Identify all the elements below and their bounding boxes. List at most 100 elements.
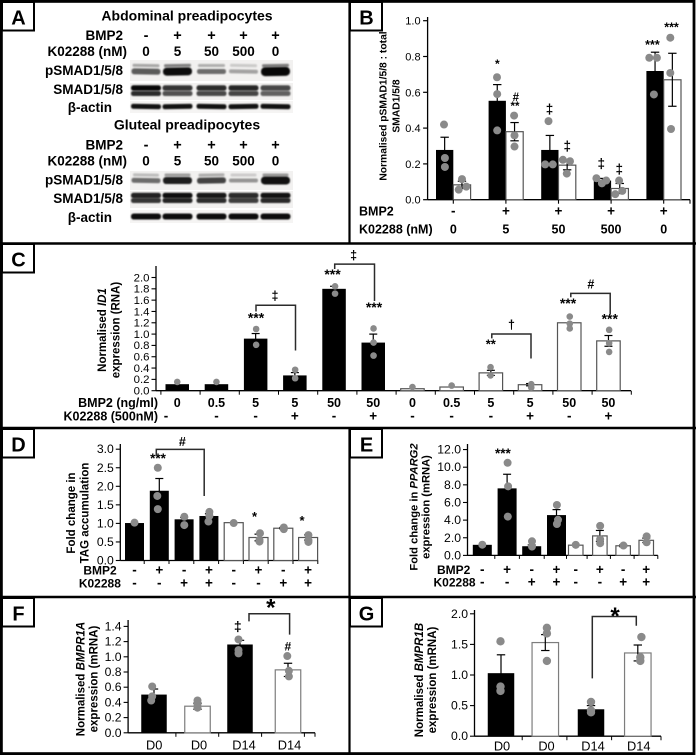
svg-text:C: C bbox=[11, 250, 25, 272]
svg-text:***: *** bbox=[324, 266, 341, 282]
svg-text:5: 5 bbox=[527, 396, 534, 410]
svg-text:50: 50 bbox=[366, 396, 380, 410]
svg-text:50: 50 bbox=[552, 223, 566, 237]
svg-text:‡: ‡ bbox=[234, 618, 242, 634]
svg-text:+: + bbox=[642, 575, 650, 590]
svg-text:-: - bbox=[489, 409, 494, 424]
svg-text:1.2: 1.2 bbox=[105, 635, 122, 649]
svg-text:0.2: 0.2 bbox=[105, 711, 122, 725]
svg-text:***: *** bbox=[645, 38, 660, 52]
svg-text:-: - bbox=[164, 409, 169, 424]
svg-text:***: *** bbox=[248, 310, 265, 326]
svg-text:D14: D14 bbox=[278, 738, 301, 753]
svg-text:0.4: 0.4 bbox=[134, 363, 150, 375]
svg-text:+: + bbox=[207, 28, 215, 44]
svg-text:1.0: 1.0 bbox=[97, 516, 114, 530]
svg-text:0.8: 0.8 bbox=[105, 665, 122, 679]
svg-text:0.0: 0.0 bbox=[444, 548, 461, 562]
svg-text:***: *** bbox=[150, 451, 167, 466]
svg-text:*: * bbox=[299, 513, 305, 528]
svg-text:**: ** bbox=[486, 337, 497, 352]
svg-text:*: * bbox=[495, 57, 500, 71]
svg-text:+: + bbox=[553, 575, 561, 590]
svg-text:-: - bbox=[231, 563, 236, 578]
svg-text:5: 5 bbox=[487, 396, 494, 410]
svg-text:6.0: 6.0 bbox=[444, 495, 461, 509]
svg-text:50: 50 bbox=[601, 396, 615, 410]
svg-text:+: + bbox=[304, 576, 312, 591]
svg-text:D0: D0 bbox=[146, 738, 162, 753]
svg-text:+: + bbox=[173, 28, 181, 44]
svg-text:***: *** bbox=[664, 21, 679, 35]
svg-text:Normalised BMPR1Aexpression (m: Normalised BMPR1Aexpression (mRNA) bbox=[76, 622, 101, 736]
svg-text:-: - bbox=[253, 409, 258, 424]
svg-text:SMAD1/5/8: SMAD1/5/8 bbox=[53, 82, 123, 97]
svg-text:5: 5 bbox=[252, 396, 259, 410]
svg-text:-: - bbox=[214, 409, 219, 424]
svg-text:+: + bbox=[528, 575, 536, 590]
svg-text:0.0: 0.0 bbox=[105, 726, 122, 740]
svg-text:2.0: 2.0 bbox=[97, 479, 114, 493]
svg-text:-: - bbox=[132, 576, 137, 591]
svg-text:-: - bbox=[529, 562, 534, 577]
svg-text:+: + bbox=[155, 563, 163, 578]
svg-text:BMP2 (ng/ml): BMP2 (ng/ml) bbox=[78, 396, 158, 410]
svg-text:+: + bbox=[205, 576, 213, 591]
svg-text:*: * bbox=[610, 603, 620, 630]
svg-text:+: + bbox=[596, 562, 604, 577]
svg-text:-: - bbox=[574, 562, 579, 577]
svg-text:BMP2: BMP2 bbox=[359, 205, 394, 219]
svg-text:-: - bbox=[410, 409, 415, 424]
svg-text:D14: D14 bbox=[581, 739, 604, 754]
svg-text:1.4: 1.4 bbox=[105, 619, 122, 633]
svg-text:D0: D0 bbox=[191, 738, 207, 753]
svg-text:0.5: 0.5 bbox=[97, 535, 114, 549]
svg-text:500: 500 bbox=[601, 223, 622, 237]
svg-text:0.0: 0.0 bbox=[134, 386, 150, 398]
svg-text:-: - bbox=[567, 409, 572, 424]
svg-text:+: + bbox=[605, 409, 613, 424]
svg-text:†: † bbox=[508, 318, 515, 332]
svg-text:+: + bbox=[207, 138, 215, 154]
svg-text:+: + bbox=[555, 204, 563, 219]
svg-text:5: 5 bbox=[174, 154, 182, 169]
svg-text:1.0: 1.0 bbox=[134, 329, 150, 341]
svg-text:-: - bbox=[157, 576, 162, 591]
svg-text:12.0: 12.0 bbox=[437, 443, 461, 457]
svg-text:K02288 (nM): K02288 (nM) bbox=[359, 223, 433, 237]
svg-text:-: - bbox=[144, 28, 149, 44]
svg-text:Abdominal preadipocytes: Abdominal preadipocytes bbox=[101, 8, 272, 24]
svg-text:+: + bbox=[526, 409, 534, 424]
svg-text:5: 5 bbox=[291, 396, 298, 410]
svg-text:+: + bbox=[205, 563, 213, 578]
svg-text:-: - bbox=[505, 575, 510, 590]
svg-text:***: *** bbox=[602, 311, 619, 327]
svg-text:pSMAD1/5/8: pSMAD1/5/8 bbox=[45, 173, 124, 188]
svg-text:0: 0 bbox=[450, 223, 457, 237]
svg-text:+: + bbox=[271, 28, 279, 44]
svg-text:+: + bbox=[553, 562, 561, 577]
svg-text:pSMAD1/5/8: pSMAD1/5/8 bbox=[45, 63, 124, 78]
svg-text:5: 5 bbox=[174, 44, 182, 59]
svg-text:-: - bbox=[449, 409, 454, 424]
svg-text:0.2: 0.2 bbox=[134, 374, 150, 386]
svg-text:β-actin: β-actin bbox=[68, 100, 112, 115]
svg-text:0: 0 bbox=[142, 154, 150, 169]
svg-text:D: D bbox=[11, 435, 25, 457]
svg-text:#: # bbox=[513, 92, 520, 104]
svg-text:-: - bbox=[231, 576, 236, 591]
svg-text:K02288 (nM): K02288 (nM) bbox=[47, 154, 127, 169]
svg-text:50: 50 bbox=[204, 154, 219, 169]
svg-text:-: - bbox=[574, 575, 579, 590]
svg-text:*: * bbox=[252, 509, 258, 524]
svg-text:#: # bbox=[587, 278, 594, 292]
svg-text:-: - bbox=[182, 563, 187, 578]
svg-text:E: E bbox=[360, 435, 373, 457]
svg-text:D0: D0 bbox=[494, 739, 510, 754]
svg-text:1.4: 1.4 bbox=[134, 306, 150, 318]
svg-text:500: 500 bbox=[232, 154, 255, 169]
svg-text:0: 0 bbox=[142, 44, 150, 59]
svg-text:#: # bbox=[179, 435, 186, 449]
